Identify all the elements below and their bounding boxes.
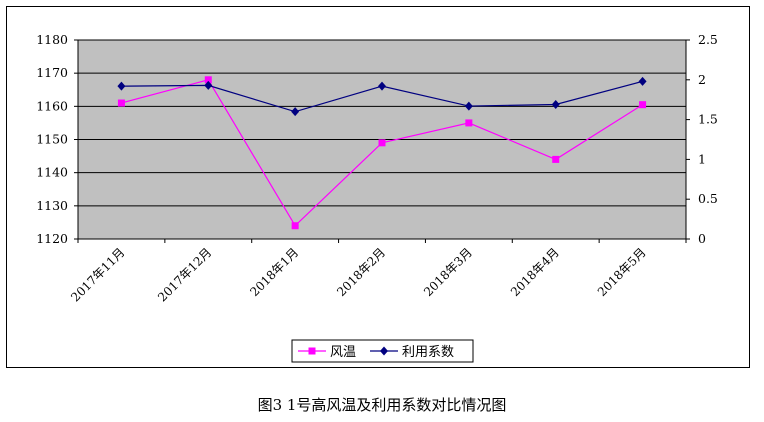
right-axis-tick-label: 0.5: [698, 191, 718, 206]
left-axis-tick-label: 1160: [36, 98, 68, 113]
left-axis-tick-label: 1170: [36, 65, 68, 80]
x-axis-category-label: 2017年11月: [68, 245, 127, 304]
left-axis-tick-label: 1140: [36, 165, 68, 180]
legend-swatch-square: [308, 347, 316, 355]
x-axis-category-label: 2018年5月: [595, 245, 649, 299]
chart: 1120 1130 1140 1150 1160 1170 1180 0 0.5 1 1.5 2 2.5…: [36, 32, 718, 363]
left-axis-tick-label: 1180: [36, 32, 68, 47]
wind-temp-point: [465, 119, 473, 127]
utilization-point: [117, 81, 126, 91]
x-axis-category-label: 2018年4月: [508, 245, 562, 299]
right-axis-tick-label: 0: [698, 231, 706, 246]
wind-temp-point: [117, 99, 125, 107]
right-axis-tick-label: 1: [698, 151, 706, 166]
right-axis-tick-label: 2.5: [698, 32, 718, 47]
utilization-point: [291, 107, 300, 117]
wind-temp-point: [639, 101, 647, 109]
wind-temp-point: [204, 76, 212, 84]
utilization-point: [638, 76, 647, 86]
x-axis-category-label: 2018年1月: [247, 245, 301, 299]
x-axis-category-label: 2018年2月: [334, 245, 388, 299]
figure-caption: 图3 1号高风温及利用系数对比情况图: [257, 396, 507, 414]
left-axis-tick-label: 1120: [36, 231, 68, 246]
wind-temp-point: [291, 222, 299, 230]
legend-label-wind-temp: 风温: [330, 345, 356, 360]
left-axis-tick-label: 1130: [36, 198, 68, 213]
legend-swatch-diamond: [380, 346, 388, 356]
left-axis-tick-label: 1150: [36, 132, 68, 147]
utilization-point: [204, 80, 213, 90]
right-axis-tick-label: 1.5: [698, 112, 718, 127]
utilization-point: [551, 99, 560, 109]
wind-temp-point: [378, 139, 386, 147]
x-axis-category-label: 2018年3月: [421, 245, 475, 299]
utilization-point: [464, 101, 473, 111]
x-axis-category-label: 2017年12月: [155, 245, 214, 304]
utilization-point: [378, 81, 386, 91]
wind-temp-point: [552, 155, 560, 163]
right-axis-tick-label: 2: [698, 72, 706, 87]
legend-label-utilization: 利用系数: [402, 345, 454, 360]
